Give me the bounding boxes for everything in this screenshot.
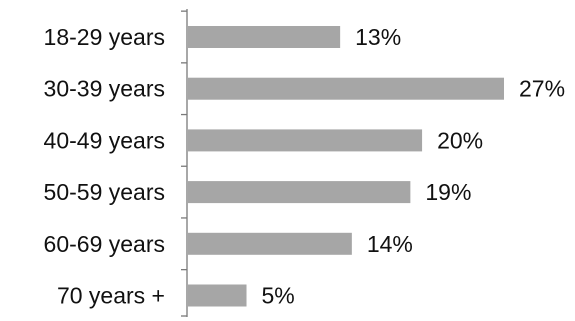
value-label: 20% [437,127,483,153]
bar [188,232,352,255]
bar [188,181,411,204]
category-labels: 18-29 years 30-39 years 40-49 years 50-59 y… [44,24,165,309]
bars [188,26,504,307]
category-label: 40-49 years [44,127,165,153]
value-labels: 13% 27% 20% 19% 14% 5% [262,24,566,309]
bar [188,26,341,48]
category-label: 30-39 years [44,76,165,102]
category-label: 50-59 years [44,179,165,205]
category-label: 70 years + [57,283,165,309]
category-label: 60-69 years [44,231,165,257]
value-label: 14% [367,231,413,257]
bar [188,284,247,307]
value-label: 13% [355,24,401,50]
bar [188,77,504,100]
category-label: 18-29 years [44,24,165,50]
value-label: 27% [519,76,565,102]
bar [188,129,423,152]
value-label: 5% [262,283,295,309]
axis-ticks [181,10,187,317]
value-label: 19% [425,179,471,205]
